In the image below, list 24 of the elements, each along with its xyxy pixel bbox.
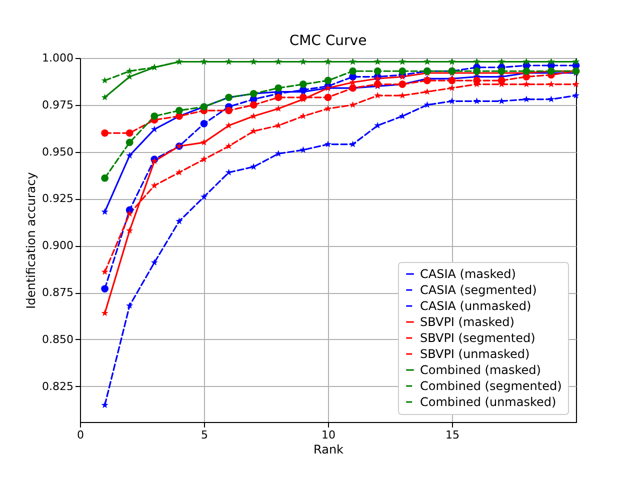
y-tick-label: 0.975 bbox=[42, 98, 74, 112]
legend-label: CASIA (segmented) bbox=[420, 283, 537, 297]
x-tick-label: 0 bbox=[77, 428, 84, 442]
y-tick-label: 0.875 bbox=[42, 286, 74, 300]
y-tick-label: 0.850 bbox=[42, 332, 74, 346]
x-tick-label: 10 bbox=[322, 428, 336, 442]
x-axis-title: Rank bbox=[314, 442, 344, 456]
legend-label: CASIA (masked) bbox=[420, 267, 516, 281]
legend-label: Combined (unmasked) bbox=[420, 395, 556, 409]
legend-label: SBVPI (masked) bbox=[420, 315, 514, 329]
legend-label: Combined (masked) bbox=[420, 363, 541, 377]
y-tick-label: 0.825 bbox=[42, 380, 74, 393]
y-tick-label: 0.950 bbox=[42, 145, 74, 158]
legend-label: SBVPI (unmasked) bbox=[420, 347, 530, 361]
legend-label: Combined (segmented) bbox=[420, 379, 562, 393]
y-tick-label: 0.925 bbox=[42, 192, 74, 206]
legend-label: SBVPI (segmented) bbox=[420, 331, 536, 345]
y-tick-label: 1.000 bbox=[42, 52, 74, 64]
chart-title: CMC Curve bbox=[289, 33, 367, 49]
legend-label: CASIA (unmasked) bbox=[420, 299, 532, 313]
y-tick-label: 0.900 bbox=[42, 239, 74, 252]
y-axis-title: Identification accuracy bbox=[24, 172, 38, 309]
x-tick-label: 5 bbox=[201, 428, 208, 442]
x-tick-label: 15 bbox=[446, 428, 460, 442]
